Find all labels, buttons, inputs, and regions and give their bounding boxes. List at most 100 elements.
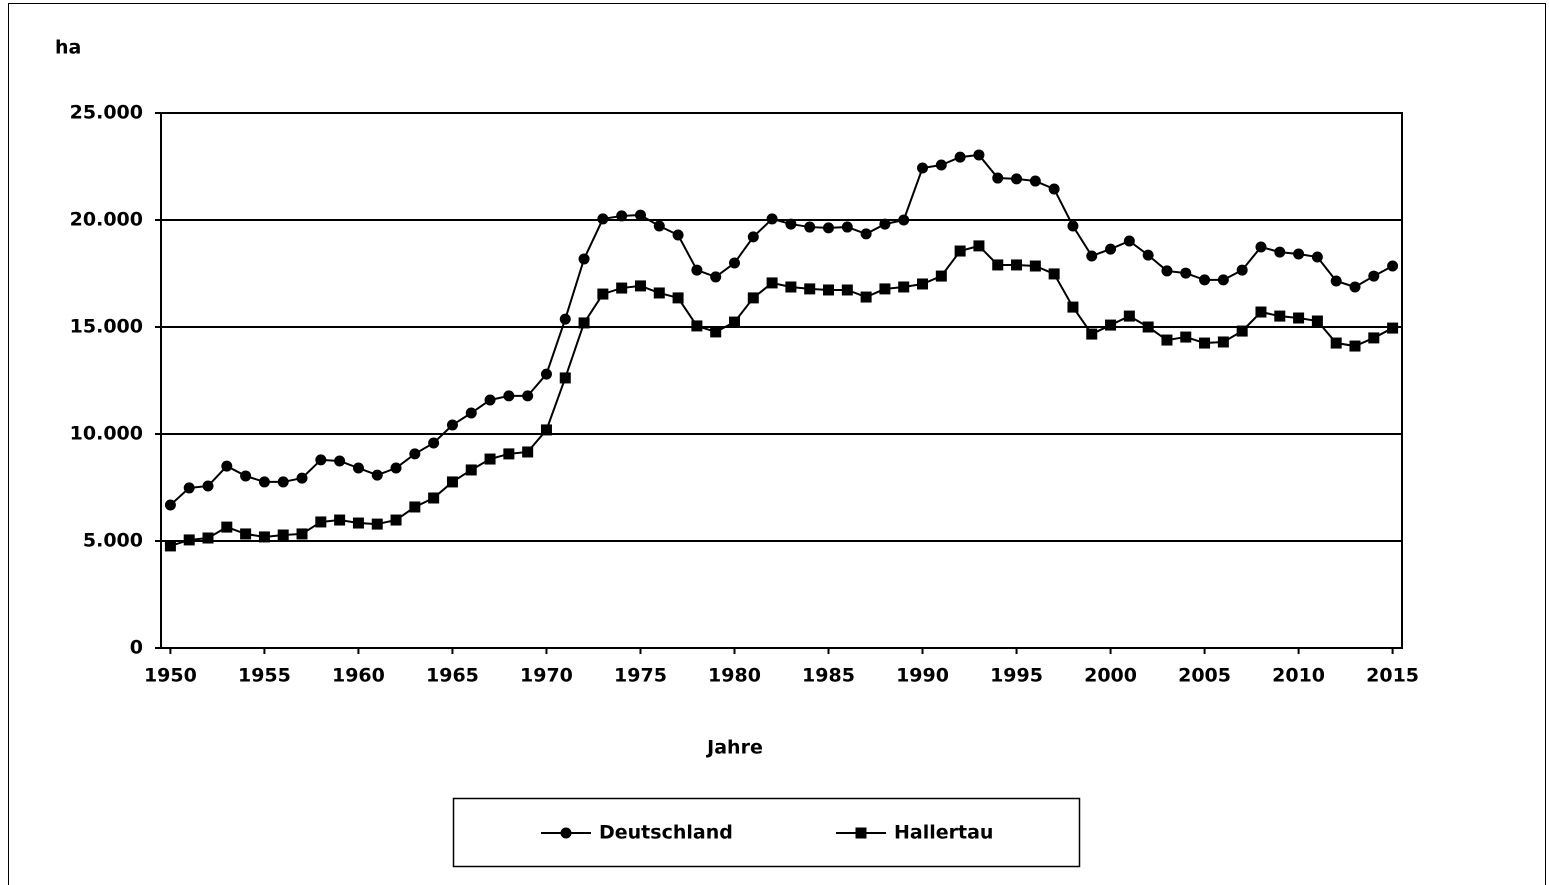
data-point bbox=[578, 317, 590, 329]
data-point bbox=[1330, 337, 1342, 349]
data-point bbox=[1011, 259, 1023, 271]
series-line bbox=[169, 153, 1394, 506]
data-point bbox=[1123, 235, 1135, 247]
data-point bbox=[992, 259, 1004, 271]
x-tick-label: 2010 bbox=[1272, 665, 1325, 687]
data-point bbox=[1311, 315, 1323, 327]
legend-marker bbox=[560, 827, 572, 839]
data-point bbox=[1161, 334, 1173, 346]
data-point bbox=[164, 540, 176, 552]
x-axis-label: Jahre bbox=[705, 737, 763, 759]
x-tick-label: 1960 bbox=[332, 665, 385, 687]
data-point bbox=[973, 149, 985, 161]
data-point bbox=[1236, 264, 1248, 276]
data-point bbox=[1199, 337, 1211, 349]
x-tick-label: 2000 bbox=[1084, 665, 1137, 687]
data-point bbox=[860, 228, 872, 240]
data-point bbox=[823, 222, 835, 234]
data-point bbox=[202, 480, 214, 492]
data-point bbox=[1199, 274, 1211, 286]
data-point bbox=[446, 419, 458, 431]
y-tick-label: 25.000 bbox=[70, 102, 143, 124]
data-point bbox=[428, 492, 440, 504]
data-point bbox=[1105, 319, 1117, 331]
data-point bbox=[1311, 251, 1323, 263]
data-point bbox=[691, 264, 703, 276]
y-tick-label: 0 bbox=[130, 637, 143, 659]
data-point bbox=[1180, 331, 1192, 343]
data-point bbox=[973, 240, 985, 252]
data-point bbox=[1349, 281, 1361, 293]
data-point bbox=[1011, 173, 1023, 185]
data-point bbox=[597, 288, 609, 300]
data-point bbox=[1293, 248, 1305, 260]
y-tick-label: 10.000 bbox=[70, 423, 143, 445]
data-point bbox=[1387, 260, 1399, 272]
data-point bbox=[1029, 175, 1041, 187]
data-point bbox=[296, 472, 308, 484]
data-point bbox=[785, 218, 797, 230]
data-point bbox=[296, 528, 308, 540]
data-point bbox=[390, 514, 402, 526]
series-line bbox=[170, 244, 1394, 547]
data-point bbox=[653, 220, 665, 232]
data-point bbox=[484, 394, 496, 406]
legend-label: Hallertau bbox=[894, 822, 993, 844]
data-point bbox=[766, 277, 778, 289]
data-point bbox=[935, 270, 947, 282]
data-point bbox=[390, 462, 402, 474]
data-point bbox=[1255, 306, 1267, 318]
data-point bbox=[484, 453, 496, 465]
data-point bbox=[1048, 183, 1060, 195]
data-point bbox=[691, 320, 703, 332]
data-point bbox=[804, 283, 816, 295]
data-point bbox=[164, 499, 176, 511]
data-point bbox=[1236, 325, 1248, 337]
data-point bbox=[202, 532, 214, 544]
y-tick-label: 5.000 bbox=[83, 530, 143, 552]
data-point bbox=[522, 390, 534, 402]
data-point bbox=[1067, 301, 1079, 313]
data-point bbox=[315, 454, 327, 466]
data-point bbox=[334, 455, 346, 467]
data-point bbox=[1274, 310, 1286, 322]
y-tick-label: 20.000 bbox=[70, 209, 143, 231]
y-axis-label: ha bbox=[55, 37, 81, 59]
data-point bbox=[221, 521, 233, 533]
x-tick-label: 2005 bbox=[1178, 665, 1231, 687]
data-point bbox=[804, 221, 816, 233]
y-tick-label: 15.000 bbox=[70, 316, 143, 338]
data-point bbox=[334, 514, 346, 526]
data-point bbox=[917, 278, 929, 290]
data-point bbox=[747, 231, 759, 243]
data-point bbox=[672, 229, 684, 241]
data-point bbox=[728, 257, 740, 269]
data-point bbox=[465, 464, 477, 476]
data-point bbox=[409, 501, 421, 513]
data-point bbox=[879, 218, 891, 230]
data-point bbox=[710, 326, 722, 338]
x-tick-label: 1980 bbox=[708, 665, 761, 687]
data-point bbox=[1142, 249, 1154, 261]
data-point bbox=[352, 462, 364, 474]
data-point bbox=[823, 284, 835, 296]
data-point bbox=[1368, 270, 1380, 282]
x-tick-label: 1970 bbox=[520, 665, 573, 687]
x-tick-label: 1995 bbox=[990, 665, 1043, 687]
data-point bbox=[1217, 336, 1229, 348]
data-point bbox=[352, 517, 364, 529]
data-point bbox=[540, 368, 552, 380]
data-point bbox=[898, 281, 910, 293]
data-point bbox=[1161, 265, 1173, 277]
data-point bbox=[766, 213, 778, 225]
data-point bbox=[371, 518, 383, 530]
data-point bbox=[1105, 243, 1117, 255]
data-point bbox=[1274, 246, 1286, 258]
data-point bbox=[258, 531, 270, 543]
data-point bbox=[277, 476, 289, 488]
data-point bbox=[503, 448, 515, 460]
data-point bbox=[1142, 321, 1154, 333]
data-point bbox=[559, 313, 571, 325]
data-point bbox=[710, 271, 722, 283]
